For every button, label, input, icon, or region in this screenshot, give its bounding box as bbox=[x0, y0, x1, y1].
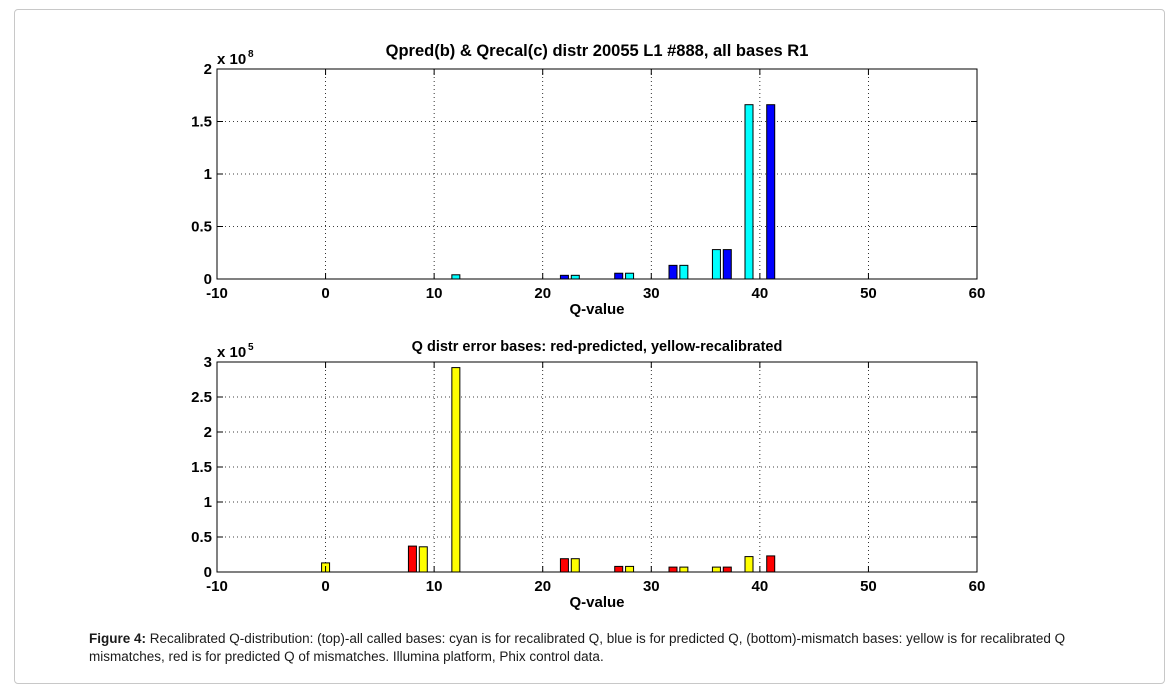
x-tick-label: 40 bbox=[752, 285, 769, 302]
y-tick-label: 0.5 bbox=[191, 219, 212, 236]
y-tick-label: 2 bbox=[204, 424, 212, 441]
bar bbox=[407, 545, 417, 573]
y-tick-label: 0 bbox=[204, 564, 212, 581]
y-tick-label: 2.5 bbox=[191, 389, 212, 406]
bar bbox=[744, 556, 754, 573]
y-multiplier-exponent: 8 bbox=[248, 49, 254, 60]
bar bbox=[614, 272, 624, 280]
y-tick-label: 1 bbox=[204, 494, 212, 511]
bar bbox=[559, 558, 569, 573]
y-tick-label: 2 bbox=[204, 61, 212, 78]
bar bbox=[418, 546, 428, 573]
y-multiplier: x 10 bbox=[217, 51, 246, 68]
x-tick-label: 50 bbox=[860, 285, 877, 302]
x-tick-label: 0 bbox=[321, 285, 329, 302]
y-tick-label: 1.5 bbox=[191, 114, 212, 131]
bar bbox=[668, 566, 678, 573]
y-tick-label: 1 bbox=[204, 166, 212, 183]
bar bbox=[679, 264, 689, 280]
bar bbox=[570, 558, 580, 573]
caption-label: Figure 4: bbox=[89, 631, 147, 646]
figure-caption: Figure 4: Recalibrated Q-distribution: (… bbox=[89, 630, 1129, 666]
bar bbox=[625, 272, 635, 280]
bar bbox=[766, 555, 776, 573]
y-tick-label: 1.5 bbox=[191, 459, 212, 476]
bar bbox=[722, 249, 732, 280]
bar bbox=[451, 274, 461, 280]
x-tick-label: -10 bbox=[206, 285, 228, 302]
chart-title: Q distr error bases: red-predicted, yell… bbox=[412, 339, 783, 355]
chart-title: Qpred(b) & Qrecal(c) distr 20055 L1 #888… bbox=[386, 42, 809, 60]
x-tick-label: 60 bbox=[969, 578, 986, 595]
bar bbox=[711, 249, 721, 280]
x-tick-label: 60 bbox=[969, 285, 986, 302]
bar bbox=[451, 367, 461, 573]
x-tick-label: 0 bbox=[321, 578, 329, 595]
y-tick-label: 0 bbox=[204, 271, 212, 288]
x-tick-label: 50 bbox=[860, 578, 877, 595]
bar bbox=[711, 566, 721, 573]
y-multiplier-exponent: 5 bbox=[248, 342, 254, 353]
y-tick-label: 0.5 bbox=[191, 529, 212, 546]
x-tick-label: 30 bbox=[643, 285, 660, 302]
x-axis-label: Q-value bbox=[569, 594, 624, 611]
bar bbox=[766, 104, 776, 280]
bar bbox=[614, 565, 624, 573]
x-tick-label: 40 bbox=[752, 578, 769, 595]
x-tick-label: 20 bbox=[534, 285, 551, 302]
bar bbox=[625, 565, 635, 573]
y-multiplier: x 10 bbox=[217, 344, 246, 361]
x-tick-label: 20 bbox=[534, 578, 551, 595]
x-tick-label: 10 bbox=[426, 285, 443, 302]
x-tick-label: 30 bbox=[643, 578, 660, 595]
bar bbox=[744, 104, 754, 280]
x-axis-label: Q-value bbox=[569, 301, 624, 318]
bar bbox=[559, 274, 569, 280]
x-tick-label: -10 bbox=[206, 578, 228, 595]
bar bbox=[668, 264, 678, 280]
bar bbox=[722, 566, 732, 573]
y-tick-label: 3 bbox=[204, 354, 212, 371]
bar bbox=[679, 566, 689, 573]
bar bbox=[570, 274, 580, 280]
x-tick-label: 10 bbox=[426, 578, 443, 595]
caption-text: Recalibrated Q-distribution: (top)-all c… bbox=[89, 631, 1066, 664]
